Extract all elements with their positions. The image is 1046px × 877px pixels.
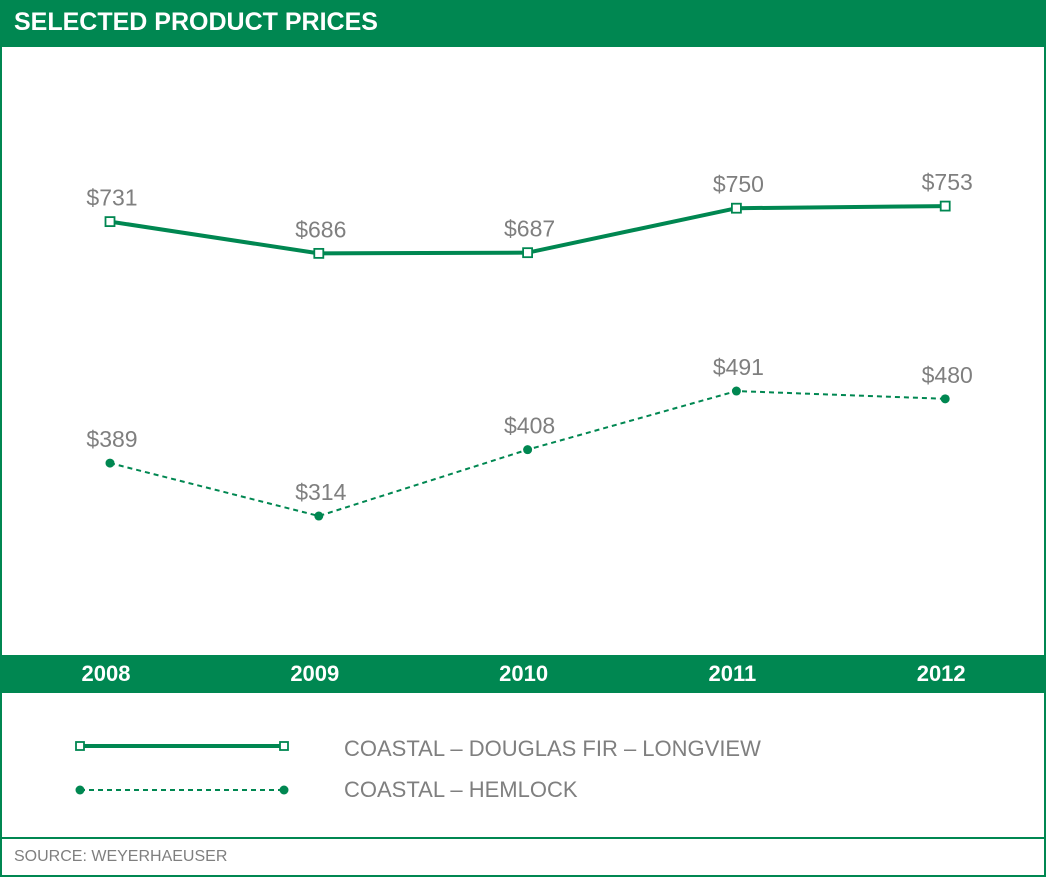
x-tick-label: 2010 — [499, 661, 549, 686]
x-tick-label: 2011 — [708, 661, 757, 686]
data-label-douglas-fir: $686 — [295, 216, 346, 242]
data-label-hemlock: $408 — [504, 413, 555, 439]
data-point-hemlock — [105, 458, 115, 468]
x-tick-label: 2012 — [916, 661, 966, 686]
data-point-douglas-fir — [731, 202, 742, 214]
x-tick-label: 2009 — [290, 661, 340, 686]
data-point-douglas-fir — [104, 216, 116, 228]
legend-label-hemlock: COASTAL – HEMLOCK — [344, 777, 578, 802]
x-axis-bar: 2008 2009 2010 2011 2012 — [0, 655, 1046, 693]
plot-area: $731 $686 $687 $750 $753 $389 $314 $408 $491 $480 — [86, 169, 973, 521]
legend-marker-hemlock — [75, 785, 85, 795]
data-point-hemlock — [523, 445, 533, 455]
legend-marker-douglas-fir — [279, 741, 289, 751]
data-label-douglas-fir: $731 — [86, 185, 137, 211]
data-label-douglas-fir: $750 — [713, 171, 764, 197]
data-point-hemlock — [940, 394, 950, 404]
data-point-hemlock — [314, 511, 324, 521]
x-tick-label: 2008 — [81, 661, 131, 686]
legend-marker-hemlock — [279, 785, 289, 795]
data-point-douglas-fir — [522, 247, 533, 259]
legend-label-douglas-fir: COASTAL – DOUGLAS FIR – LONGVIEW — [344, 736, 761, 761]
data-label-hemlock: $314 — [295, 479, 346, 505]
legend-swatches — [75, 741, 289, 795]
data-label-douglas-fir: $687 — [504, 216, 555, 242]
data-label-douglas-fir: $753 — [922, 169, 973, 195]
source-note: SOURCE: WEYERHAEUSER — [14, 848, 228, 865]
chart-title: SELECTED PRODUCT PRICES — [14, 8, 378, 36]
data-label-hemlock: $480 — [922, 362, 973, 388]
data-point-douglas-fir — [313, 247, 325, 259]
legend-marker-douglas-fir — [75, 741, 85, 751]
data-point-douglas-fir — [939, 200, 951, 212]
title-bar: SELECTED PRODUCT PRICES — [0, 0, 1046, 47]
data-point-hemlock — [731, 386, 741, 396]
data-label-hemlock: $491 — [713, 354, 764, 380]
source-divider — [0, 837, 1046, 839]
data-label-hemlock: $389 — [86, 426, 137, 452]
